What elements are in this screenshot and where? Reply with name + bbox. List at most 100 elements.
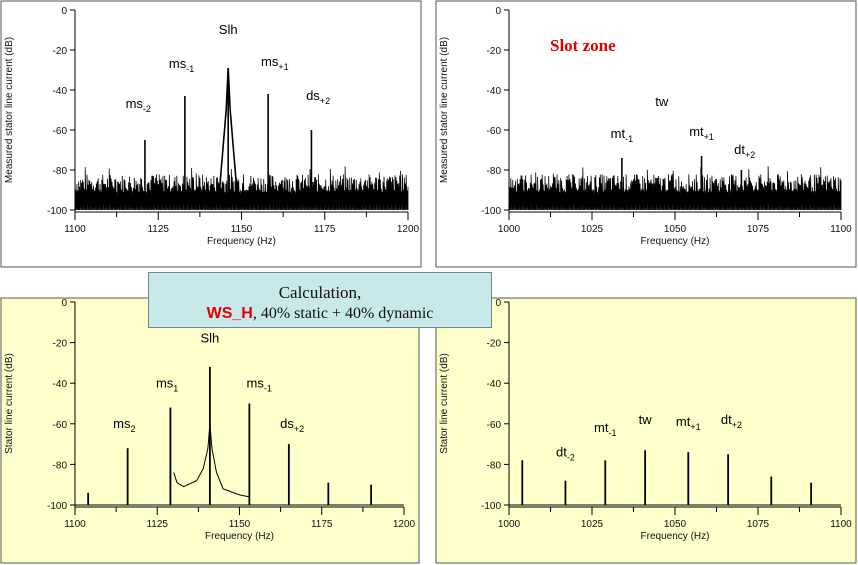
x-tick-label: 1175: [311, 519, 333, 530]
annotation-subscript: +2: [294, 424, 304, 434]
y-axis-label: Stator line current (dB): [4, 353, 15, 454]
peak-annotation: mt-1: [611, 126, 633, 144]
annotation-subscript: -2: [143, 104, 151, 114]
y-tick-label: -80: [487, 460, 502, 471]
y-tick-label: -20: [487, 46, 502, 57]
peak-annotation: mt+1: [676, 414, 701, 432]
x-tick-label: 1100: [830, 519, 852, 530]
y-tick-label: -100: [481, 501, 501, 512]
annotation-base: tw: [655, 94, 669, 109]
y-tick-label: 0: [495, 6, 501, 17]
peak-annotation: Slh: [200, 331, 219, 346]
peak-annotation: ms1: [156, 375, 178, 393]
banner-line2: WS_H, 40% static + 40% dynamic: [149, 305, 491, 323]
banner-line1: Calculation,: [278, 283, 362, 302]
peak-annotation: mt+1: [689, 124, 714, 142]
annotation-subscript: +1: [690, 422, 700, 432]
calculation-banner: Calculation, WS_H, 40% static + 40% dyna…: [148, 272, 492, 328]
annotation-base: dt: [721, 412, 732, 427]
y-tick-label: -100: [47, 206, 67, 217]
annotation-base: dt: [734, 142, 745, 157]
annotation-base: ms: [156, 375, 174, 390]
annotation-base: ms: [247, 375, 265, 390]
peak-annotation: ms-1: [169, 56, 194, 74]
x-tick-label: 1125: [147, 224, 169, 235]
x-tick-label: 1150: [231, 224, 253, 235]
annotation-subscript: -1: [625, 134, 633, 144]
annotation-subscript: +2: [732, 420, 742, 430]
y-tick-label: -40: [487, 86, 502, 97]
annotation-subscript: +2: [320, 96, 330, 106]
x-tick-label: 1050: [664, 224, 687, 235]
x-tick-label: 1125: [146, 519, 168, 530]
chart-bottom-left: 0 -20 -40 -60 -80 -100 1100 1125 1150 1175 1200 Fre…: [0, 297, 420, 564]
noise-floor-trace: [508, 166, 842, 211]
x-axis-label: Frequency (Hz): [207, 236, 276, 247]
annotation-base: ds: [280, 416, 294, 431]
peak-annotation: mt-1: [594, 420, 616, 438]
peak-annotation: dt-2: [556, 444, 575, 462]
annotation-subscript: -1: [186, 64, 194, 74]
slh-peak-skirt: [219, 67, 238, 187]
annotation-subscript: 2: [131, 424, 136, 434]
annotation-base: mt: [676, 414, 691, 429]
annotation-base: dt: [556, 444, 567, 459]
y-tick-label: -40: [53, 86, 68, 97]
x-tick-label: 1075: [747, 224, 770, 235]
annotation-base: tw: [639, 412, 653, 427]
banner-line2-rest: , 40% static + 40% dynamic: [252, 305, 434, 322]
annotation-base: mt: [611, 126, 626, 141]
y-tick-label: 0: [61, 6, 67, 17]
chart-bottom-right: 0 -20 -40 -60 -80 -100 1000 1025 1050 1075 1100 Fre…: [435, 297, 857, 564]
x-tick-label: 1050: [664, 519, 687, 530]
annotation-subscript: +1: [278, 62, 288, 72]
chart-top-left: 0 -20 -40 -60 -80 -100 1100 1125 1150 1175 1200 Fre…: [0, 0, 422, 268]
y-tick-label: -100: [481, 206, 501, 217]
noise-floor-trace: [74, 166, 409, 211]
y-tick-label: -20: [53, 339, 68, 350]
y-tick-label: -80: [53, 166, 68, 177]
banner-highlight: WS_H: [206, 305, 253, 322]
y-tick-label: -80: [487, 166, 502, 177]
x-tick-label: 1075: [747, 519, 770, 530]
x-tick-label: 1025: [581, 519, 604, 530]
x-tick-label: 1150: [229, 519, 251, 530]
annotation-subscript: -1: [264, 383, 272, 393]
peak-annotation: Slh: [219, 22, 238, 37]
y-tick-label: -100: [47, 501, 67, 512]
peak-annotation: ms-1: [247, 375, 272, 393]
panel-background: [435, 0, 857, 268]
x-axis-label: Frequency (Hz): [641, 236, 710, 247]
y-axis-label: Measured stator line current (dB): [4, 37, 15, 183]
annotation-subscript: -1: [608, 428, 616, 438]
chart-top-right: 0 -20 -40 -60 -80 -100 1000 1025 1050 1075 1100 Fre…: [435, 0, 857, 268]
x-axis-label: Frequency (Hz): [205, 531, 274, 542]
x-axis-label: Frequency (Hz): [641, 531, 710, 542]
peak-annotation: ms2: [113, 416, 135, 434]
y-tick-label: -20: [53, 46, 68, 57]
x-tick-label: 1000: [498, 224, 521, 235]
annotation-base: mt: [594, 420, 609, 435]
y-axis-label: Stator line current (dB): [439, 353, 450, 454]
peak-annotation: tw: [655, 94, 669, 109]
annotation-base: ds: [306, 88, 320, 103]
peak-annotation: ms+1: [261, 54, 289, 72]
annotation-base: Slh: [219, 22, 238, 37]
panel-background: [0, 0, 422, 268]
annotation-base: mt: [689, 124, 704, 139]
x-tick-label: 1100: [64, 519, 86, 530]
peak-annotation: ds+2: [280, 416, 304, 434]
annotation-base: Slh: [200, 331, 219, 346]
x-tick-label: 1200: [397, 224, 420, 235]
annotation-base: ms: [169, 56, 187, 71]
annotation-subscript: -2: [567, 452, 575, 462]
annotation-base: ms: [113, 416, 131, 431]
y-tick-label: -40: [487, 379, 502, 390]
x-tick-label: 1100: [64, 224, 86, 235]
slh-skirt-curve: [173, 423, 250, 498]
y-axis-label: Measured stator line current (dB): [439, 37, 450, 183]
y-tick-label: -80: [53, 460, 68, 471]
x-tick-label: 1100: [830, 224, 852, 235]
annotation-subscript: +1: [704, 132, 714, 142]
y-tick-label: -60: [487, 126, 502, 137]
